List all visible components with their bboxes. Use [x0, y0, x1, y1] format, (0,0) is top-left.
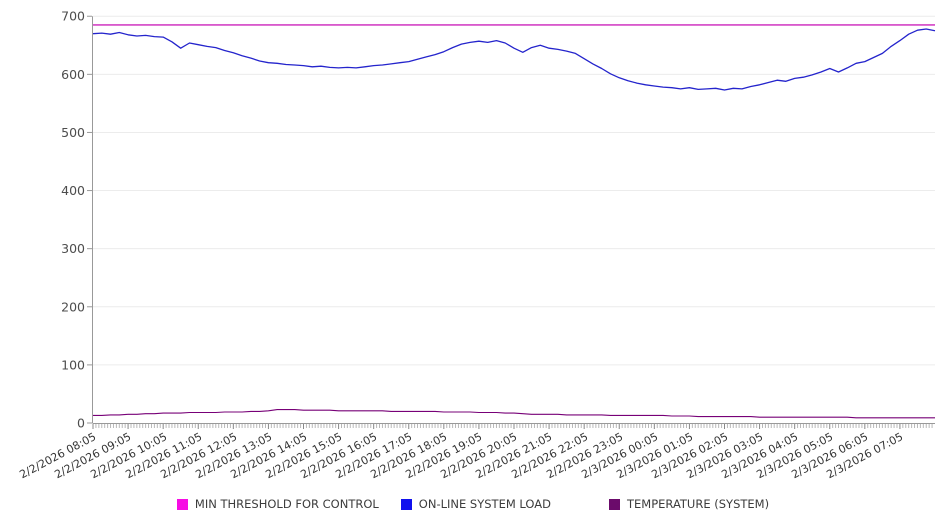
- y-axis-label-100: 100: [61, 357, 85, 372]
- y-axis-label-300: 300: [61, 241, 85, 256]
- chart-canvas: 0 100 200 300 400 500 600 700: [61, 9, 936, 431]
- series-line-temperature-system: [93, 409, 935, 419]
- series-line-on-line-system-load: [92, 28, 936, 91]
- y-axis-label-700: 700: [61, 9, 85, 24]
- min-threshold-swatch-icon: [176, 498, 188, 510]
- legend-item-online-system-load: ON-LINE SYSTEM LOAD: [400, 497, 551, 511]
- legend-label-online-system-load: ON-LINE SYSTEM LOAD: [418, 497, 551, 511]
- y-axis-label-400: 400: [61, 183, 85, 198]
- legend-label-temperature: TEMPERATURE (SYSTEM): [627, 497, 770, 511]
- y-axis-label-500: 500: [61, 125, 85, 140]
- y-axis-label-200: 200: [61, 299, 85, 314]
- x-major-ticks: [92, 424, 901, 429]
- legend-item-temperature: TEMPERATURE (SYSTEM): [609, 497, 769, 511]
- legend-label-min-threshold: MIN THRESHOLD FOR CONTROL: [194, 497, 379, 511]
- y-axis-label-0: 0: [77, 416, 85, 431]
- chart-legend: MIN THRESHOLD FOR CONTROL ON-LINE SYSTEM…: [0, 497, 946, 511]
- x-minor-ticks: [95, 424, 933, 428]
- temperature-swatch-icon: [609, 498, 620, 510]
- y-axis-label-600: 600: [61, 67, 85, 82]
- legend-item-min-threshold: MIN THRESHOLD FOR CONTROL: [176, 497, 379, 511]
- online-system-load-swatch-icon: [400, 498, 412, 510]
